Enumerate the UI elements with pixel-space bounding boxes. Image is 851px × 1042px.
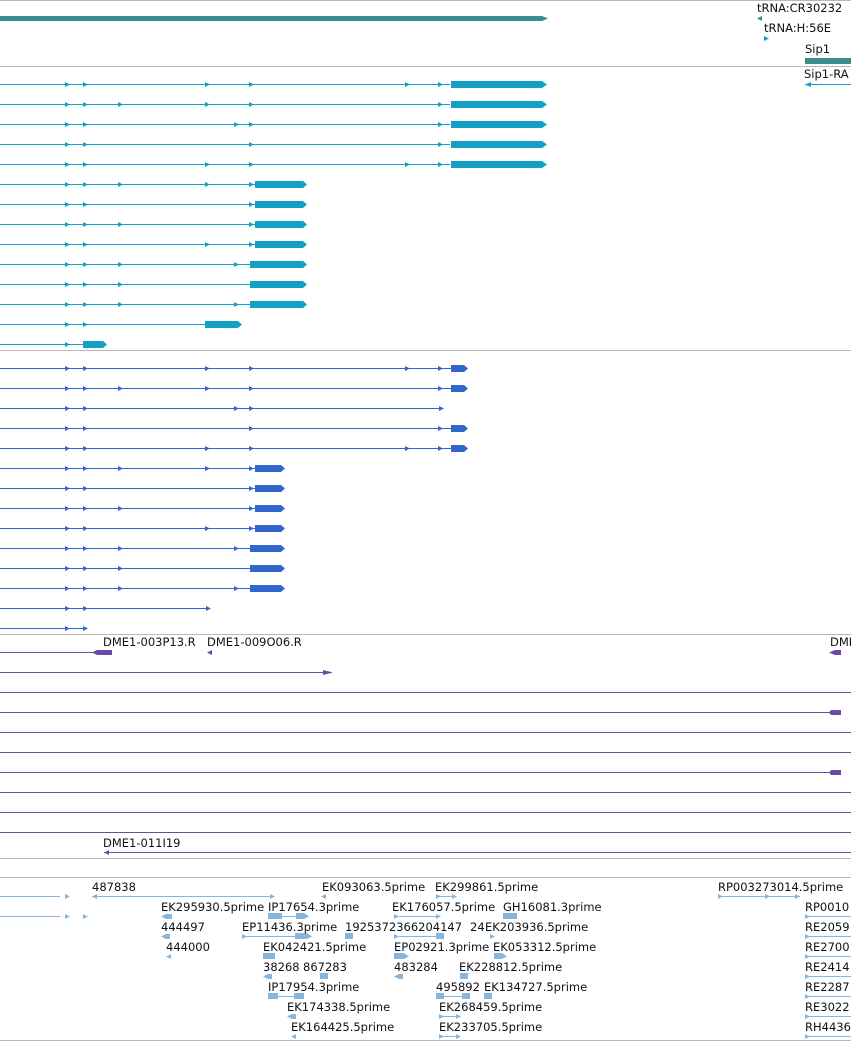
transcript-row[interactable]: [0, 301, 307, 308]
oligo-row[interactable]: [0, 710, 841, 715]
est-label: 867283: [303, 960, 347, 974]
est-label: 24: [470, 920, 485, 934]
oligo-dme1-009o06-label: DME1-009O06.R: [207, 635, 302, 649]
transcript-row[interactable]: [0, 341, 107, 348]
oligo-row[interactable]: [104, 850, 851, 855]
transcript-row[interactable]: [0, 221, 307, 228]
est-label: EK174338.5prime: [287, 1000, 390, 1014]
est-label: 487838: [92, 880, 136, 894]
transcript-row[interactable]: [0, 241, 307, 248]
est-label: EP02921.3prime: [394, 940, 489, 954]
est-label: 1925372366204147: [345, 920, 462, 934]
est-label: RE3022: [805, 1000, 850, 1014]
est-label: RP0010: [805, 900, 849, 914]
transcript-row[interactable]: [0, 101, 547, 108]
trna-cr30232-label: tRNA:CR30232: [757, 1, 842, 15]
transcript-row[interactable]: [0, 81, 547, 88]
est-label: 495892: [436, 980, 480, 994]
transcript-row[interactable]: [0, 321, 242, 328]
protein-row[interactable]: [0, 465, 285, 472]
transcript-track: Sip1-RA: [0, 67, 851, 348]
est-row[interactable]: [291, 1034, 851, 1039]
est-label: EK295930.5prime: [161, 900, 264, 914]
oligo-track: DME1-003P13.R DME1-009O06.R DME DME1-011…: [0, 635, 851, 855]
gene-sip1-label: Sip1: [805, 42, 830, 56]
protein-row[interactable]: [0, 545, 285, 552]
oligo-row[interactable]: [0, 650, 841, 655]
protein-row[interactable]: [0, 485, 285, 492]
protein-row[interactable]: [0, 365, 468, 372]
est-label: RP003273014.5prime: [718, 880, 843, 894]
est-label: EK042421.5prime: [263, 940, 366, 954]
est-row[interactable]: [263, 973, 851, 979]
est-label: RE2059: [805, 920, 850, 934]
transcript-row[interactable]: [0, 121, 547, 128]
est-label: EK134727.5prime: [484, 980, 587, 994]
oligo-row[interactable]: [0, 670, 333, 675]
est-label: RE2287: [805, 980, 850, 994]
oligo-row[interactable]: [0, 770, 841, 775]
est-label: RH4436: [805, 1020, 851, 1034]
trna-h56e-label: tRNA:H:56E: [764, 21, 831, 35]
protein-row[interactable]: [0, 606, 211, 611]
est-label: 444497: [161, 920, 205, 934]
protein-row[interactable]: [0, 505, 285, 512]
protein-row[interactable]: [0, 425, 468, 432]
transcript-row[interactable]: [0, 141, 547, 148]
est-row[interactable]: [161, 933, 851, 939]
transcript-sip1-ra-feature[interactable]: [805, 82, 851, 87]
est-label: EK203936.5prime: [485, 920, 588, 934]
est-label: EK053312.5prime: [493, 940, 596, 954]
est-label: EK093063.5prime: [322, 880, 425, 894]
est-label: EP11436.3prime: [242, 920, 337, 934]
gene-feature[interactable]: [0, 16, 548, 21]
oligo-dme-truncated-label: DME: [830, 635, 851, 649]
transcript-row[interactable]: [0, 261, 307, 268]
est-label: 483284: [394, 960, 438, 974]
protein-row[interactable]: [0, 626, 88, 631]
protein-track: [0, 365, 468, 631]
est-label: EK268459.5prime: [439, 1000, 542, 1014]
protein-row[interactable]: [0, 445, 468, 452]
transcript-row[interactable]: [0, 281, 307, 288]
est-label: IP17954.3prime: [268, 980, 359, 994]
protein-row[interactable]: [0, 385, 468, 392]
protein-row[interactable]: [0, 406, 444, 411]
est-row[interactable]: [166, 953, 851, 959]
est-label: EK233705.5prime: [439, 1020, 542, 1034]
transcript-row[interactable]: [0, 161, 547, 168]
est-label: RE2700: [805, 940, 850, 954]
transcript-row[interactable]: [0, 201, 307, 208]
est-track: 487838 EK093063.5prime EK299861.5prime R…: [0, 880, 851, 1039]
trna-cr30232-arrow-icon[interactable]: [757, 16, 762, 21]
est-row[interactable]: [0, 894, 800, 899]
transcript-row[interactable]: [0, 181, 307, 188]
est-label: RE2414: [805, 960, 850, 974]
est-label: 38268: [263, 960, 300, 974]
est-label: 444000: [166, 940, 210, 954]
protein-row[interactable]: [0, 585, 285, 592]
trna-h56e-arrow-icon[interactable]: [764, 36, 769, 41]
est-label: EK176057.5prime: [392, 900, 495, 914]
oligo-dme1-011i19-label: DME1-011I19: [103, 836, 181, 850]
protein-row[interactable]: [0, 565, 285, 572]
est-row[interactable]: [287, 1014, 851, 1019]
gene-track: tRNA:CR30232 tRNA:H:56E Sip1: [0, 1, 851, 64]
est-label: EK299861.5prime: [435, 880, 538, 894]
oligo-dme1-003p13-label: DME1-003P13.R: [103, 635, 196, 649]
gene-sip1-feature[interactable]: [805, 58, 851, 64]
est-label: EK164425.5prime: [291, 1020, 394, 1034]
transcript-sip1-ra-label: Sip1-RA: [804, 67, 849, 81]
est-row[interactable]: [268, 993, 851, 999]
est-label: IP17654.3prime: [268, 900, 359, 914]
est-label: GH16081.3prime: [503, 900, 602, 914]
est-label: EK228812.5prime: [459, 960, 562, 974]
protein-row[interactable]: [0, 525, 285, 532]
est-row[interactable]: [0, 913, 851, 919]
